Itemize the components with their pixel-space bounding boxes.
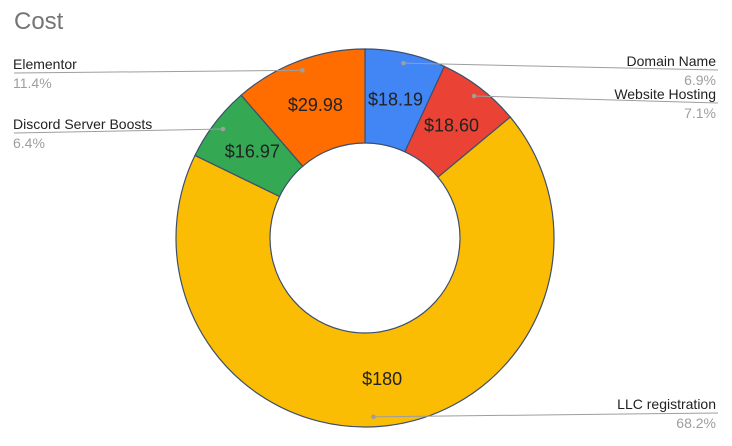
slice-value-label: $16.97 (225, 142, 280, 162)
slice-llc-registration[interactable] (175, 116, 555, 428)
slice-value-label: $18.19 (368, 89, 423, 109)
slice-value-label: $18.60 (424, 115, 479, 135)
leader-line (13, 69, 303, 74)
legend-label-website-hosting: Website Hosting (614, 86, 716, 102)
chart-title: Cost (14, 8, 64, 35)
legend-label-llc-registration: LLC registration (617, 396, 716, 412)
leader-line (373, 412, 719, 418)
legend-percent-llc-registration: 68.2% (676, 415, 716, 431)
leader-line (403, 62, 719, 71)
leader-line (474, 95, 719, 104)
legend-percent-discord-server-boosts: 6.4% (13, 135, 45, 151)
legend-label-domain-name: Domain Name (627, 53, 717, 69)
legend-percent-domain-name: 6.9% (684, 72, 716, 88)
leader-dot (371, 414, 376, 420)
leader-dot (300, 67, 305, 73)
legend-percent-website-hosting: 7.1% (684, 105, 716, 121)
legend-percent-elementor: 11.4% (13, 75, 52, 91)
slice-value-label: $29.98 (288, 95, 343, 115)
leader-line (13, 128, 223, 134)
slice-value-label: $180 (362, 369, 402, 389)
legend-label-discord-server-boosts: Discord Server Boosts (13, 116, 152, 132)
slice-elementor[interactable] (240, 48, 366, 168)
legend-label-elementor: Elementor (13, 56, 77, 72)
